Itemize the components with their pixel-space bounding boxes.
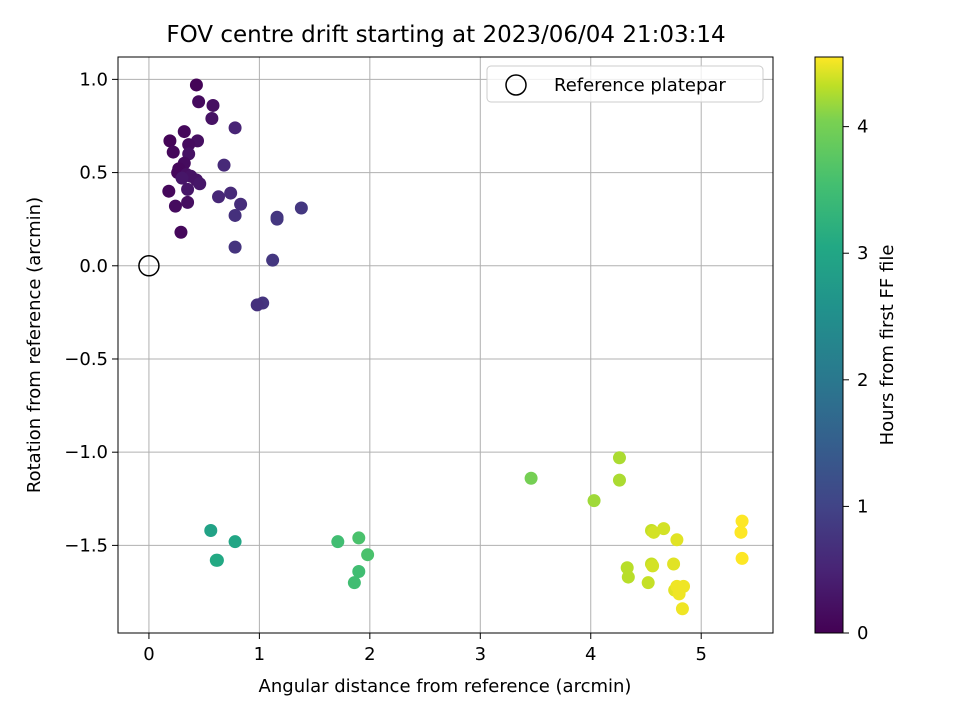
colorbar-gradient: [814, 56, 844, 634]
data-point: [181, 182, 195, 196]
data-point: [735, 551, 749, 565]
data-point: [228, 208, 242, 222]
x-tick-label: 1: [254, 644, 265, 665]
data-point: [352, 564, 366, 578]
data-point: [193, 177, 207, 191]
data-point: [206, 98, 220, 112]
data-point: [657, 522, 671, 536]
data-point: [163, 134, 177, 148]
data-point: [228, 535, 242, 549]
data-point: [166, 145, 180, 159]
data-point: [352, 531, 366, 545]
data-point: [250, 298, 264, 312]
data-point: [270, 212, 284, 226]
data-point: [612, 451, 626, 465]
colorbar-tick-label: 0: [857, 623, 868, 644]
grid-layer: [118, 57, 773, 633]
data-point: [181, 195, 195, 209]
data-point: [234, 197, 248, 211]
data-point: [177, 125, 191, 139]
y-axis-label: Rotation from reference (arcmin): [24, 197, 45, 493]
data-point: [347, 576, 361, 590]
data-point: [641, 576, 655, 590]
x-tick-label: 5: [695, 644, 706, 665]
x-tick-label: 2: [364, 644, 375, 665]
colorbar-tick-label: 4: [857, 117, 868, 138]
legend-marker-reference: [505, 74, 527, 96]
data-point: [224, 186, 238, 200]
colorbar-tick-label: 1: [857, 496, 868, 517]
chart-title: FOV centre drift starting at 2023/06/04 …: [166, 22, 725, 48]
data-point: [675, 602, 689, 616]
colorbar-label: Hours from first FF file: [877, 245, 898, 446]
points-layer: [138, 78, 749, 616]
data-point: [217, 158, 231, 172]
data-point: [205, 112, 219, 126]
colorbar-tick-label: 2: [857, 370, 868, 391]
data-point: [735, 514, 749, 528]
colorbar-tick-label: 3: [857, 243, 868, 264]
data-point: [646, 559, 660, 573]
data-point: [621, 570, 635, 584]
legend: Reference platepar: [486, 65, 764, 103]
data-point: [189, 78, 203, 92]
data-point: [209, 553, 223, 567]
data-point: [361, 548, 375, 562]
y-tick-label: −0.5: [64, 349, 108, 370]
data-point: [204, 523, 218, 537]
legend-frame: [486, 65, 764, 103]
data-point: [612, 473, 626, 487]
data-point: [182, 138, 196, 152]
y-tick-label: −1.0: [64, 442, 108, 463]
data-point: [670, 533, 684, 547]
x-tick-label: 4: [585, 644, 596, 665]
y-tick-label: −1.5: [64, 535, 108, 556]
data-point: [212, 190, 226, 204]
data-point: [524, 471, 538, 485]
axes-layer: 0 1 2 3 4 5 −1.5 −1.0 −0.5 0.0 0.5 1.0: [64, 56, 774, 665]
data-point: [228, 121, 242, 135]
data-point: [168, 199, 182, 213]
data-point: [647, 525, 661, 539]
data-point: [294, 201, 308, 215]
data-point: [192, 95, 206, 109]
colorbar-ticks: 0 1 2 3 4: [843, 117, 868, 644]
x-tick-label: 0: [143, 644, 154, 665]
plot-frame: [117, 56, 774, 634]
y-tick-label: 1.0: [79, 69, 108, 90]
reference-platepar-marker: [138, 255, 160, 277]
data-point: [677, 579, 691, 593]
data-point: [587, 494, 601, 508]
data-point: [667, 557, 681, 571]
data-point: [162, 184, 176, 198]
data-point: [174, 225, 188, 239]
data-point: [266, 253, 280, 267]
data-point: [228, 240, 242, 254]
colorbar: 0 1 2 3 4 Hours from first FF file: [814, 56, 898, 644]
legend-label-reference: Reference platepar: [554, 75, 726, 96]
x-tick-label: 3: [475, 644, 486, 665]
data-point: [734, 525, 748, 539]
y-tick-label: 0.0: [79, 256, 108, 277]
data-point: [331, 535, 345, 549]
data-point: [175, 171, 189, 185]
y-tick-label: 0.5: [79, 163, 108, 184]
x-axis-label: Angular distance from reference (arcmin): [259, 676, 632, 697]
